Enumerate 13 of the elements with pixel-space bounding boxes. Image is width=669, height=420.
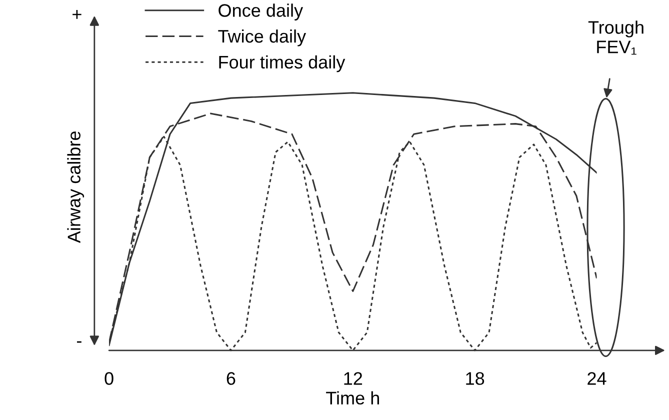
x-tick-label: 24 xyxy=(588,372,606,385)
x-tick-label: 12 xyxy=(344,372,362,385)
x-axis-title: Time h xyxy=(326,391,379,405)
text: Trough FEV₁ xyxy=(588,20,644,55)
x-tick-label: 0 xyxy=(104,372,114,385)
legend-label: Once daily xyxy=(218,4,304,20)
text: - xyxy=(77,341,82,343)
legend-label: Four times daily xyxy=(219,55,346,72)
y-axis-title: Airway calibre xyxy=(67,132,84,244)
x-tick-label: 6 xyxy=(226,372,236,385)
x-tick-label: 18 xyxy=(466,372,484,385)
text: + xyxy=(72,10,82,19)
legend-label: Twice daily xyxy=(218,29,306,46)
